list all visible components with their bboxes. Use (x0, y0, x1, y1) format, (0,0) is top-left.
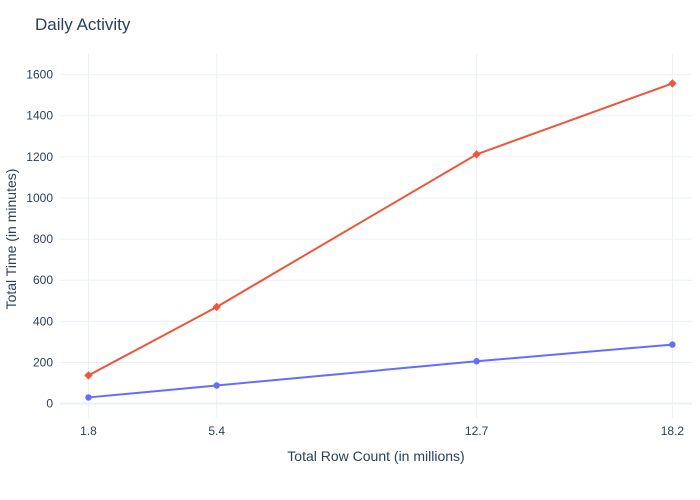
y-tick-label: 800 (33, 232, 53, 246)
x-axis-title: Total Row Count (in millions) (287, 448, 464, 464)
series-2-point (85, 394, 92, 401)
series-2-point (669, 341, 676, 348)
y-tick-label: 200 (33, 355, 53, 369)
y-tick-label: 0 (46, 397, 53, 411)
x-tick-label: 12.7 (465, 424, 489, 438)
series-1-point (212, 302, 221, 312)
grid-layer (60, 54, 692, 418)
tick-layer: 0 200 400 600 800 1000 1200 1400 1600 1.8 5.4 12.7 1… (26, 68, 684, 438)
series-2-point (473, 358, 480, 365)
series-1-point (668, 79, 677, 88)
series-1-point (472, 150, 481, 159)
y-axis-title: Total Time (in minutes) (3, 169, 19, 310)
y-tick-label: 1000 (26, 191, 53, 205)
y-tick-label: 1200 (26, 150, 53, 164)
series-layer (84, 79, 677, 401)
x-tick-label: 18.2 (661, 424, 685, 438)
y-tick-label: 1400 (26, 109, 53, 123)
x-tick-label: 1.8 (80, 424, 97, 438)
y-tick-label: 1600 (26, 68, 53, 82)
series-2-point (213, 382, 220, 389)
y-tick-label: 400 (33, 314, 53, 328)
chart-title: Daily Activity (35, 15, 131, 34)
series-line-1 (88, 82, 673, 377)
y-tick-label: 600 (33, 273, 53, 287)
x-tick-label: 5.4 (208, 424, 225, 438)
series-line-2 (88, 343, 673, 399)
series-1-point (84, 371, 93, 380)
